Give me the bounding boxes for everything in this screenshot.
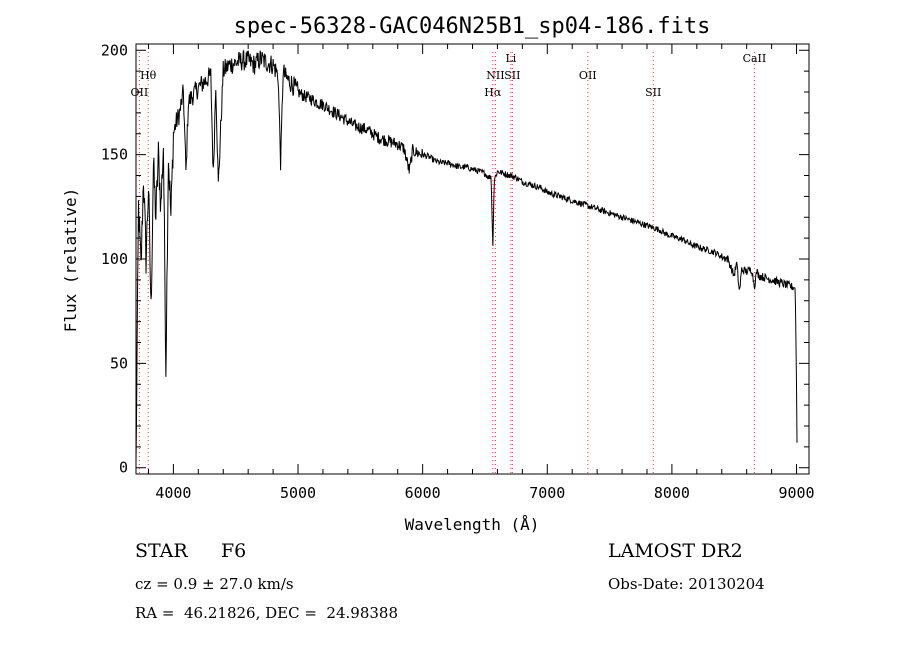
survey-name: LAMOST DR2 xyxy=(608,540,743,562)
line-marker-label: Hθ xyxy=(140,69,157,82)
chart-title: spec-56328-GAC046N25B1_sp04-186.fits xyxy=(234,14,711,39)
y-tick-label: 200 xyxy=(101,41,128,59)
object-type: STAR xyxy=(135,540,188,562)
y-tick-label: 50 xyxy=(110,354,128,372)
line-marker-label: SII xyxy=(645,86,661,99)
line-marker-label: NII xyxy=(486,69,504,82)
x-axis-label: Wavelength (Å) xyxy=(405,515,540,534)
y-axis-label: Flux (relative) xyxy=(61,188,80,333)
line-marker-label: SII xyxy=(504,69,520,82)
x-tick-label: 5000 xyxy=(280,484,316,502)
line-marker-label: OII xyxy=(579,69,597,82)
x-tick-label: 7000 xyxy=(529,484,565,502)
x-axis-ticks: 4000 5000 6000 7000 8000 9000 xyxy=(147,44,815,502)
line-marker-label: Hα xyxy=(484,86,502,99)
plot-frame xyxy=(135,43,810,475)
y-tick-label: 150 xyxy=(101,146,128,164)
line-marker-label: Li xyxy=(505,52,516,65)
redshift-velocity: cz = 0.9 ± 27.0 km/s xyxy=(135,575,294,593)
coordinates: RA = 46.21826, DEC = 24.98388 xyxy=(135,604,399,622)
x-tick-label: 8000 xyxy=(654,484,690,502)
x-tick-label: 6000 xyxy=(405,484,441,502)
spectral-subclass: F6 xyxy=(221,540,247,562)
spectrum-line xyxy=(135,49,798,462)
line-marker-label: CaII xyxy=(743,52,767,65)
x-tick-label: 9000 xyxy=(778,484,814,502)
y-axis-ticks: 0 50 100 150 200 xyxy=(101,41,809,477)
observation-date: Obs-Date: 20130204 xyxy=(608,575,765,593)
y-tick-label: 0 xyxy=(119,459,128,477)
x-tick-label: 4000 xyxy=(155,484,191,502)
y-tick-label: 100 xyxy=(101,250,128,268)
